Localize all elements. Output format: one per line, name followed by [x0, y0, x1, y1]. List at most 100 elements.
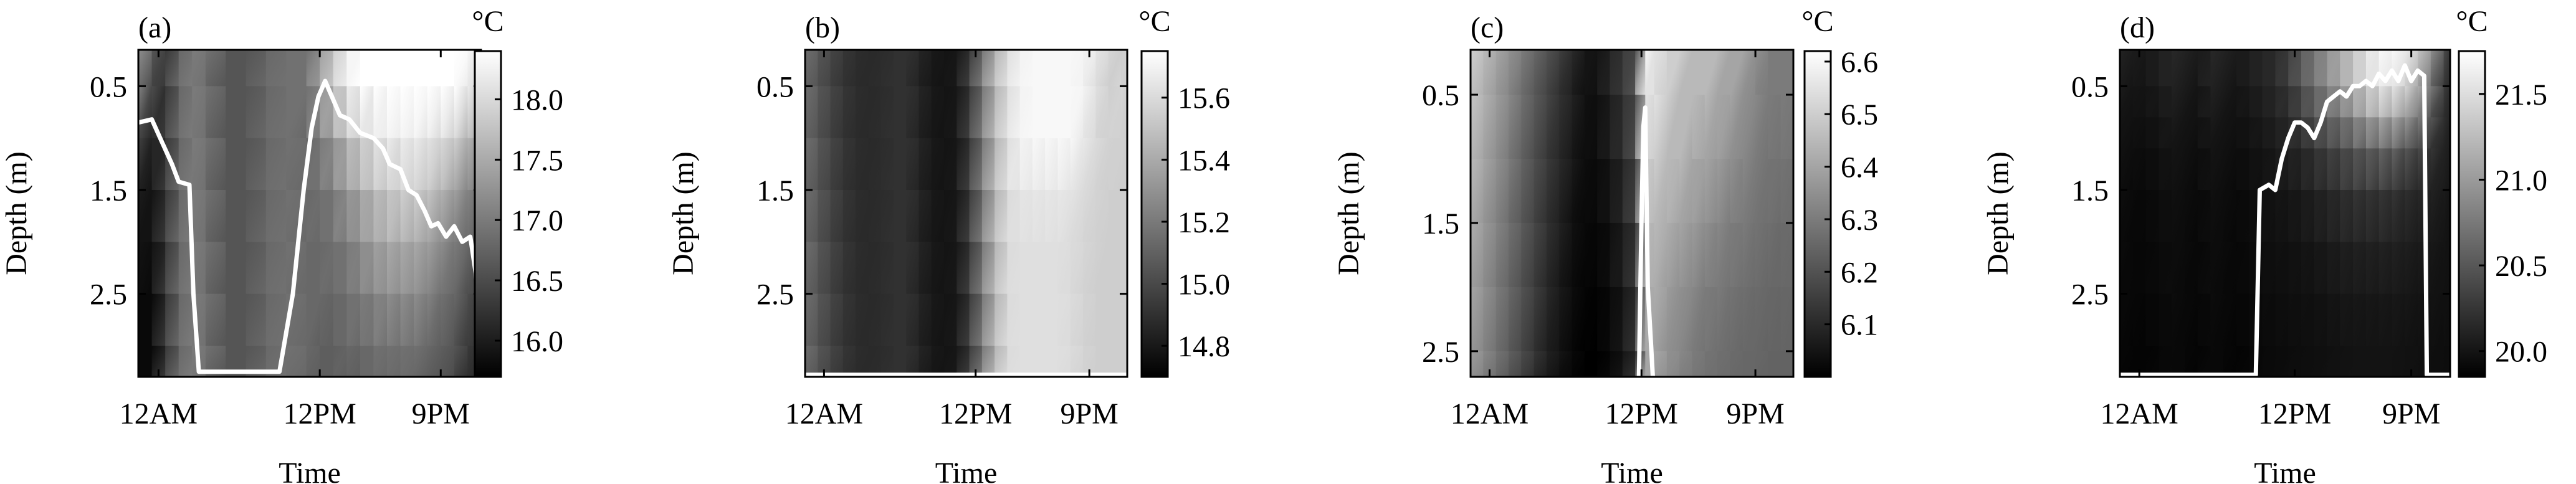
- heatmap-cell: [1521, 50, 1535, 95]
- heatmap-cell: [1120, 346, 1127, 377]
- heatmap-cell: [2392, 190, 2406, 243]
- heatmap-cell: [2120, 148, 2134, 191]
- heatmap-cell: [893, 293, 907, 346]
- heatmap-cell: [1546, 159, 1560, 224]
- heatmap-cell: [818, 138, 831, 191]
- y-tick-label: 0.5: [756, 70, 794, 103]
- heatmap-cell: [387, 86, 401, 139]
- colorbar-tick-label: 21.0: [2495, 164, 2547, 197]
- heatmap-cell: [2288, 242, 2302, 295]
- heatmap-cell: [2353, 50, 2367, 87]
- heatmap-cell: [805, 86, 819, 139]
- heatmap-cell: [2430, 242, 2445, 295]
- heatmap-cell: [931, 242, 945, 295]
- heatmap-cell: [969, 346, 983, 377]
- heatmap-cell: [2145, 293, 2160, 346]
- heatmap-cell: [805, 346, 819, 377]
- heatmap-cell: [1546, 95, 1560, 159]
- heatmap-cell: [2327, 190, 2341, 243]
- heatmap-cell: [178, 346, 193, 377]
- y-axis-label: Depth (m): [1332, 151, 1365, 275]
- heatmap-cell: [1483, 287, 1497, 352]
- heatmap-cell: [856, 50, 869, 87]
- heatmap-cell: [2184, 190, 2198, 243]
- x-tick-label: 12AM: [1451, 397, 1529, 430]
- heatmap-cell: [346, 138, 361, 191]
- heatmap-cell: [265, 138, 287, 191]
- heatmap-cell: [1584, 50, 1598, 95]
- x-tick-label: 12PM: [2258, 397, 2331, 430]
- heatmap-cell: [2262, 190, 2276, 243]
- heatmap-cell: [830, 138, 844, 191]
- heatmap-cell: [333, 242, 348, 295]
- heatmap-cell: [246, 242, 267, 295]
- heatmap-cell: [1610, 95, 1623, 159]
- heatmap-cell: [1045, 242, 1059, 295]
- heatmap-cell: [1496, 222, 1509, 288]
- heatmap-cell: [1622, 222, 1636, 288]
- heatmap-cell: [856, 293, 869, 346]
- heatmap-cell: [2262, 148, 2276, 191]
- heatmap-cell: [842, 138, 856, 191]
- heatmap-cell: [165, 86, 179, 139]
- heatmap-cell: [1755, 222, 1769, 288]
- heatmap-cell: [2172, 242, 2185, 295]
- heatmap-cell: [2210, 293, 2225, 346]
- heatmap-cell: [2184, 346, 2198, 377]
- heatmap-cell: [360, 138, 374, 191]
- heatmap-cell: [165, 50, 179, 87]
- heatmap-cell: [1019, 138, 1033, 191]
- heatmap-cell: [1108, 346, 1122, 377]
- y-tick-label: 1.5: [2071, 174, 2109, 207]
- heatmap-cell: [969, 293, 983, 346]
- heatmap-cell: [333, 190, 348, 243]
- heatmap-cell: [2378, 148, 2393, 191]
- heatmap-cell: [1755, 50, 1769, 95]
- heatmap-cell: [1572, 159, 1585, 224]
- heatmap-cell: [360, 293, 374, 346]
- heatmap-cell: [2223, 117, 2237, 149]
- heatmap-cell: [1692, 351, 1705, 377]
- heatmap-cell: [981, 190, 995, 243]
- heatmap-cell: [918, 242, 932, 295]
- heatmap-cell: [2405, 346, 2418, 377]
- heatmap-cell: [414, 346, 428, 377]
- heatmap-cell: [2210, 148, 2225, 191]
- heatmap-cell: [441, 86, 455, 139]
- heatmap-cell: [2430, 117, 2445, 149]
- heatmap-cell: [906, 138, 920, 191]
- heatmap-cell: [1496, 287, 1509, 352]
- heatmap-cell: [2301, 293, 2315, 346]
- heatmap-cell: [226, 190, 247, 243]
- heatmap: [1471, 50, 1793, 377]
- heatmap-cell: [1108, 242, 1122, 295]
- heatmap-cell: [1768, 351, 1782, 377]
- heatmap-cell: [2197, 346, 2211, 377]
- heatmap-cell: [1032, 190, 1046, 243]
- heatmap-cell: [918, 50, 932, 87]
- heatmap-cell: [1534, 159, 1547, 224]
- panel-a: 12AM 12PM 9PM 0.5 1.5 2.5 Time Depth (m) (a) 16.0…: [0, 5, 563, 484]
- colorbar-tick-label: 14.8: [1178, 330, 1230, 363]
- heatmap-cell: [1045, 138, 1059, 191]
- heatmap-cell: [2430, 86, 2445, 118]
- heatmap-cell: [1483, 351, 1497, 377]
- heatmap-cell: [2159, 148, 2172, 191]
- heatmap-cell: [2353, 346, 2367, 377]
- heatmap-cell: [360, 190, 374, 243]
- heatmap-cell: [1622, 351, 1636, 377]
- heatmap-cell: [1496, 351, 1509, 377]
- heatmap-cell: [246, 190, 267, 243]
- heatmap-cell: [1692, 50, 1705, 95]
- heatmap-cell: [1032, 346, 1046, 377]
- heatmap-cell: [880, 293, 894, 346]
- heatmap-cell: [1108, 190, 1122, 243]
- heatmap-cell: [1083, 346, 1097, 377]
- heatmap-cell: [2223, 190, 2237, 243]
- heatmap-cell: [1045, 293, 1059, 346]
- heatmap-cell: [138, 138, 153, 191]
- heatmap-cell: [427, 242, 442, 295]
- heatmap-cell: [1666, 351, 1680, 377]
- heatmap-cell: [995, 138, 1008, 191]
- heatmap-cell: [1584, 159, 1598, 224]
